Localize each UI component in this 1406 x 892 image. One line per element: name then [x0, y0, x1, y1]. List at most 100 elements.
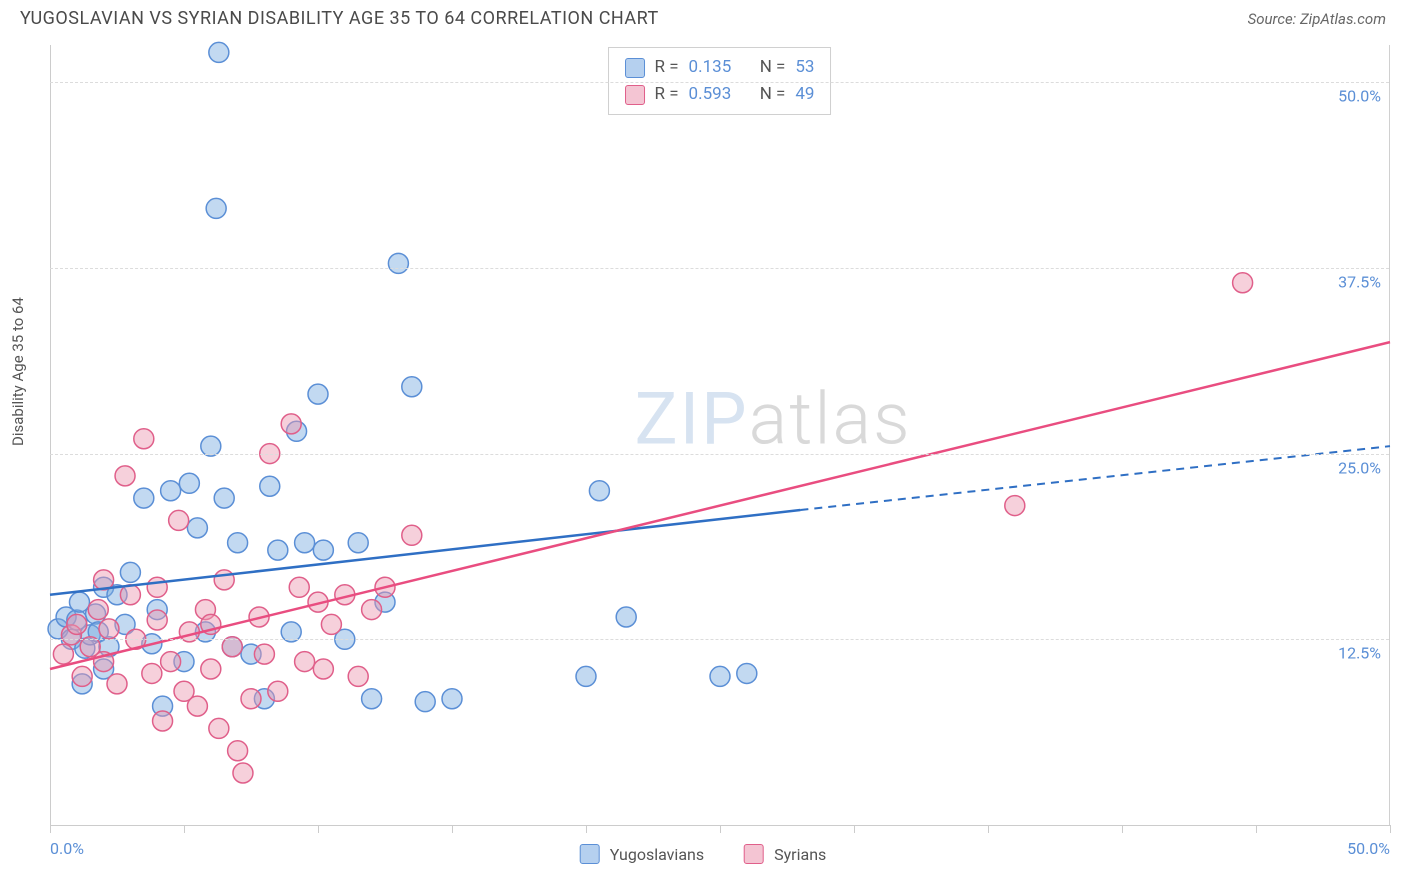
- legend-label-yugo: Yugoslavians: [610, 845, 704, 864]
- scatter-point: [348, 533, 368, 553]
- scatter-point: [616, 607, 636, 627]
- scatter-point: [134, 488, 154, 508]
- legend-item-syrians: Syrians: [744, 844, 826, 864]
- x-tick: [452, 825, 453, 833]
- scatter-point: [147, 610, 167, 630]
- scatter-point: [268, 540, 288, 560]
- plot-area: R = 0.135 N = 53 R = 0.593 N = 49 ZIPatl…: [50, 45, 1390, 825]
- x-tick: [1256, 825, 1257, 833]
- scatter-point: [161, 652, 181, 672]
- series-legend: Yugoslavians Syrians: [580, 844, 827, 864]
- scatter-point: [348, 666, 368, 686]
- scatter-point: [187, 696, 207, 716]
- scatter-point: [737, 663, 757, 683]
- y-tick-label: 25.0%: [1338, 458, 1381, 477]
- stats-row-yugoslavians: R = 0.135 N = 53: [625, 54, 815, 81]
- scatter-point: [1233, 273, 1253, 293]
- x-tick: [854, 825, 855, 833]
- scatter-point: [362, 689, 382, 709]
- scatter-point: [362, 600, 382, 620]
- scatter-point: [228, 741, 248, 761]
- plot-svg: [50, 45, 1389, 825]
- scatter-point: [120, 585, 140, 605]
- scatter-point: [179, 473, 199, 493]
- source-attribution: Source: ZipAtlas.com: [1248, 10, 1386, 28]
- n-value-syr: 49: [795, 81, 814, 108]
- scatter-point: [169, 510, 189, 530]
- x-tick: [1122, 825, 1123, 833]
- y-axis-label: Disability Age 35 to 64: [9, 297, 27, 446]
- scatter-point: [72, 666, 92, 686]
- scatter-point: [115, 466, 135, 486]
- y-tick-label: 37.5%: [1338, 272, 1381, 291]
- stats-row-syrians: R = 0.593 N = 49: [625, 81, 815, 108]
- gridline: [50, 454, 1389, 455]
- scatter-point: [254, 644, 274, 664]
- scatter-point: [1005, 496, 1025, 516]
- scatter-point: [134, 429, 154, 449]
- scatter-point: [402, 525, 422, 545]
- scatter-point: [241, 689, 261, 709]
- trend-line: [50, 342, 1390, 669]
- scatter-point: [402, 377, 422, 397]
- trend-line: [50, 510, 800, 595]
- scatter-point: [576, 666, 596, 686]
- x-tick: [988, 825, 989, 833]
- x-min-label: 0.0%: [50, 839, 84, 858]
- gridline: [50, 82, 1389, 83]
- n-value-yugo: 53: [795, 54, 814, 81]
- n-label: N =: [760, 54, 786, 81]
- scatter-point: [153, 711, 173, 731]
- x-tick: [1390, 825, 1391, 833]
- n-label-2: N =: [760, 81, 786, 108]
- scatter-point: [388, 253, 408, 273]
- legend-label-syr: Syrians: [774, 845, 826, 864]
- scatter-point: [308, 384, 328, 404]
- x-tick: [586, 825, 587, 833]
- x-tick: [720, 825, 721, 833]
- scatter-point: [321, 614, 341, 634]
- scatter-point: [214, 488, 234, 508]
- scatter-point: [214, 570, 234, 590]
- gridline: [50, 639, 1389, 640]
- r-value-syr: 0.593: [689, 81, 732, 108]
- scatter-point: [147, 577, 167, 597]
- x-max-label: 50.0%: [1347, 839, 1390, 858]
- scatter-point: [120, 562, 140, 582]
- scatter-point: [710, 666, 730, 686]
- scatter-point: [295, 533, 315, 553]
- scatter-point: [142, 663, 162, 683]
- scatter-point: [295, 652, 315, 672]
- r-value-yugo: 0.135: [689, 54, 732, 81]
- scatter-point: [107, 674, 127, 694]
- scatter-point: [187, 518, 207, 538]
- scatter-point: [313, 540, 333, 560]
- y-tick-label: 12.5%: [1338, 644, 1381, 663]
- swatch-blue-icon: [625, 58, 645, 78]
- swatch-pink-icon: [625, 85, 645, 105]
- scatter-point: [289, 577, 309, 597]
- scatter-point: [201, 659, 221, 679]
- scatter-point: [233, 763, 253, 783]
- r-label: R =: [655, 54, 679, 81]
- scatter-point: [161, 481, 181, 501]
- chart-title: YUGOSLAVIAN VS SYRIAN DISABILITY AGE 35 …: [20, 8, 659, 29]
- scatter-point: [442, 689, 462, 709]
- x-tick: [50, 825, 51, 833]
- legend-swatch-pink-icon: [744, 844, 764, 864]
- legend-item-yugoslavians: Yugoslavians: [580, 844, 704, 864]
- legend-swatch-blue-icon: [580, 844, 600, 864]
- scatter-point: [88, 600, 108, 620]
- scatter-point: [415, 692, 435, 712]
- scatter-point: [206, 198, 226, 218]
- scatter-point: [228, 533, 248, 553]
- scatter-point: [67, 614, 87, 634]
- scatter-point: [589, 481, 609, 501]
- scatter-point: [209, 42, 229, 62]
- gridline: [50, 268, 1389, 269]
- scatter-point: [99, 619, 119, 639]
- y-tick-label: 50.0%: [1338, 87, 1381, 106]
- scatter-point: [209, 718, 229, 738]
- scatter-point: [268, 681, 288, 701]
- trend-line-dashed: [800, 446, 1390, 510]
